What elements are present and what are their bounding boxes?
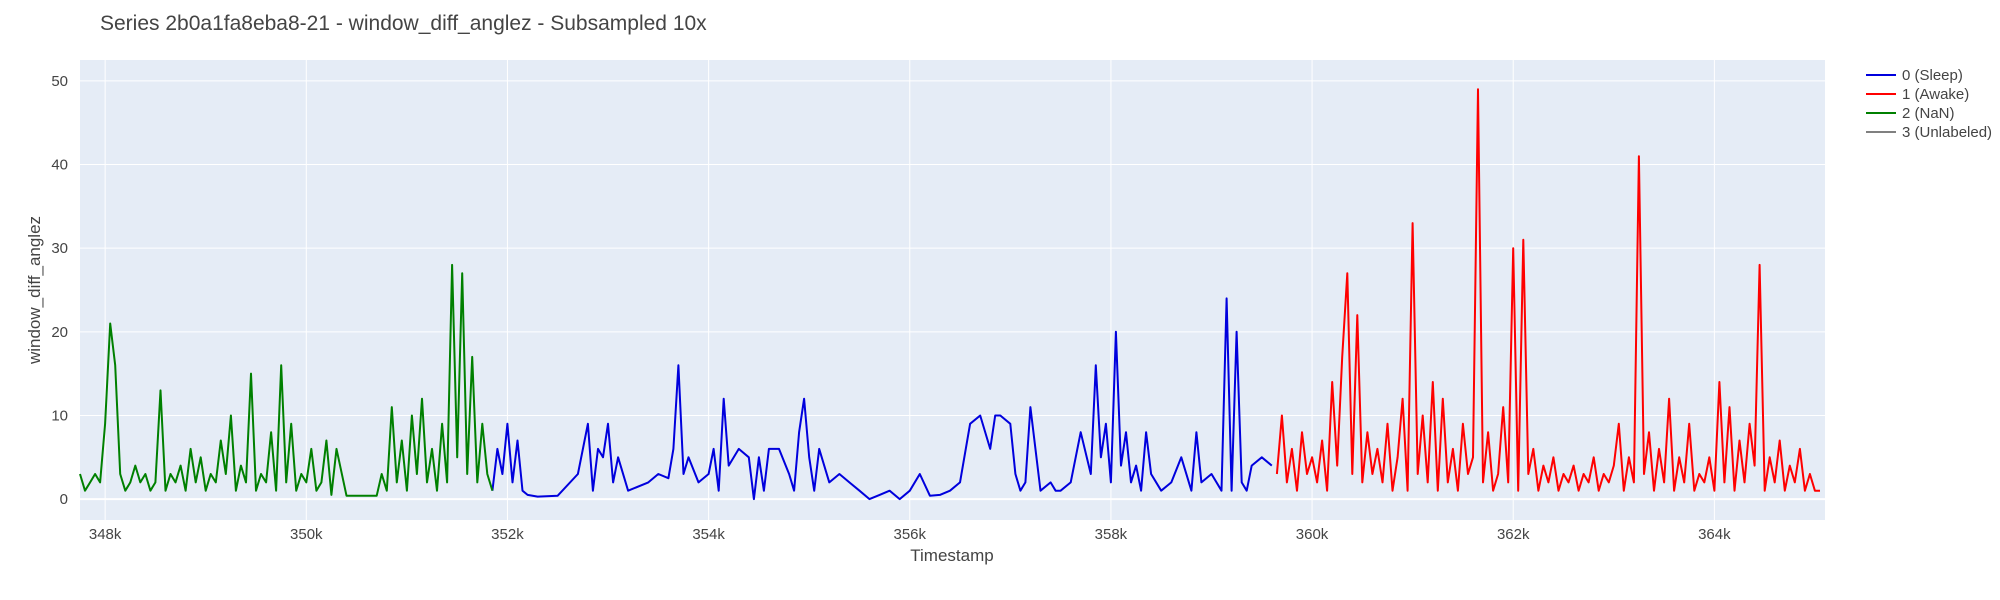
y-axis-tick-labels: 0 10 20 30 40 50 <box>51 73 68 508</box>
legend: 0 (Sleep) 1 (Awake) 2 (NaN) 3 (Unlabeled) <box>1866 67 1992 141</box>
x-tick-label: 362k <box>1497 526 1530 543</box>
legend-label: 1 (Awake) <box>1902 86 1969 103</box>
y-tick-label: 10 <box>51 407 68 424</box>
x-tick-label: 356k <box>893 526 926 543</box>
x-tick-label: 348k <box>89 526 122 543</box>
y-tick-label: 0 <box>60 491 68 508</box>
series-lines <box>79 88 1820 501</box>
x-tick-label: 352k <box>491 526 524 543</box>
x-tick-label: 360k <box>1296 526 1329 543</box>
legend-label: 0 (Sleep) <box>1902 67 1963 84</box>
x-tick-label: 364k <box>1698 526 1731 543</box>
legend-label: 2 (NaN) <box>1902 105 1955 122</box>
x-axis-title: Timestamp <box>910 546 993 565</box>
x-tick-label: 350k <box>290 526 323 543</box>
x-tick-label: 358k <box>1095 526 1128 543</box>
legend-label: 3 (Unlabeled) <box>1902 124 1992 141</box>
chart-title: Series 2b0a1fa8eba8-21 - window_diff_ang… <box>100 12 707 35</box>
series-line-2 <box>79 263 494 497</box>
y-tick-label: 20 <box>51 324 68 341</box>
x-tick-label: 354k <box>692 526 725 543</box>
series-line-0 <box>491 297 1273 501</box>
y-tick-label: 30 <box>51 240 68 257</box>
y-tick-label: 40 <box>51 157 68 174</box>
plot-area <box>80 60 1825 520</box>
y-tick-label: 50 <box>51 73 68 90</box>
x-axis-tick-labels: 348k 350k 352k 354k 356k 358k 360k 362k 364k <box>89 526 1731 543</box>
y-axis-title: window_diff_anglez <box>25 216 44 365</box>
series-line-1 <box>1275 88 1820 492</box>
